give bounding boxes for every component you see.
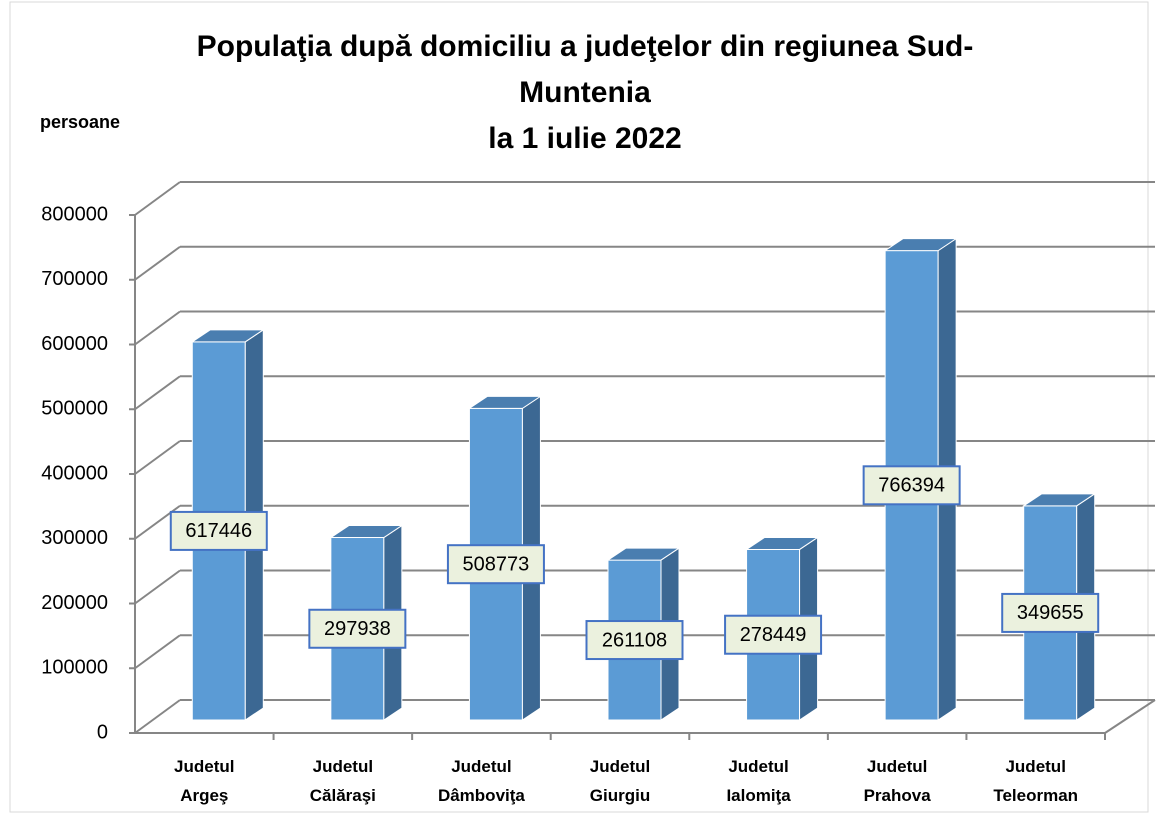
bar-top [329, 525, 404, 539]
grid-line [134, 375, 181, 411]
y-tick-label: 400000 [41, 462, 108, 484]
y-tick-label: 200000 [41, 592, 108, 614]
value-label-box [724, 614, 823, 655]
x-tick-label: Judetul Prahova [863, 757, 931, 805]
bar-top [1022, 493, 1097, 507]
bar-top [190, 329, 265, 343]
frame [9, 1, 1149, 813]
value-label: 261108 [602, 629, 667, 651]
bar-top [606, 547, 681, 561]
grid-line [134, 634, 181, 670]
value-label-box [169, 510, 268, 551]
value-label-box [1001, 592, 1100, 633]
grid-line [134, 310, 181, 346]
bar-top [744, 536, 820, 550]
value-label-box [446, 544, 545, 585]
chart-title: Populaţia după domiciliu a judeţelor din… [196, 30, 974, 155]
x-tick-label: Judetul Giurgiu [589, 757, 651, 805]
x-tick-label: Judetul Argeş [174, 757, 235, 805]
value-label: 278449 [740, 624, 807, 646]
grid-line [134, 181, 181, 216]
x-tick-label: Judetul Dâmboviţa [437, 757, 525, 805]
y-tick-label: 0 [97, 721, 108, 743]
y-tick-label: 500000 [41, 398, 108, 420]
grid-line [134, 569, 181, 605]
value-label: 766394 [878, 475, 945, 497]
y-tick-label: 100000 [41, 657, 108, 679]
y-tick-label: 800000 [41, 203, 108, 225]
value-label: 297938 [324, 618, 391, 640]
grid-line [134, 245, 181, 281]
grid-line [134, 699, 181, 734]
value-label: 349655 [1017, 602, 1084, 624]
grid-line [134, 440, 181, 475]
bar-top [467, 395, 543, 409]
value-label: 508773 [463, 553, 530, 575]
value-label-box [585, 620, 684, 661]
value-label-box [862, 465, 961, 506]
x-tick-label: Judetul Teleorman [993, 757, 1079, 805]
y-tick-label: 300000 [41, 527, 108, 549]
y-tick-label: 700000 [41, 268, 108, 290]
value-label-box [308, 608, 407, 649]
y-tick-label: 600000 [41, 333, 108, 355]
x-tick-label: Judetul Călăraşi [309, 757, 376, 805]
floor-edge [1104, 699, 1156, 734]
y-axis-label: persoane [40, 112, 121, 132]
x-tick-label: Judetul Ialomiţa [726, 757, 791, 805]
bar-top [883, 238, 958, 252]
value-label: 617446 [185, 520, 252, 542]
